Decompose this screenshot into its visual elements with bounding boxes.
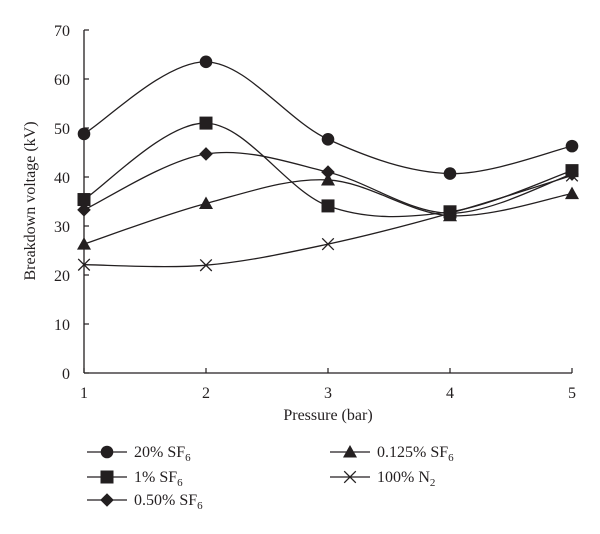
legend-label: 20% SF6 [134, 444, 191, 464]
data-point-diamond [199, 147, 213, 161]
legend-label: 100% N2 [377, 469, 435, 489]
data-point-circle [443, 167, 457, 180]
legend-label-text: 0.50% SF [134, 492, 197, 509]
legend-label: 0.50% SF6 [134, 492, 203, 512]
legend-label-text: 100% N [377, 469, 430, 486]
legend-label: 1% SF6 [134, 469, 183, 489]
series-line-circle [83, 61, 573, 175]
y-tick-label: 10 [54, 317, 70, 334]
data-point-triangle [443, 208, 457, 222]
legend-item: 0.125% SF6 [330, 444, 454, 464]
legend-item: 20% SF6 [87, 444, 191, 464]
y-tick-label: 20 [54, 268, 70, 285]
y-tick-label: 0 [62, 366, 70, 383]
data-point-cross [565, 169, 579, 182]
x-axis-label: Pressure (bar) [283, 407, 372, 424]
legend-label-text: 20% SF [134, 444, 185, 461]
legend-marker-diamond [100, 493, 114, 507]
legend-label-text: 1% SF [134, 469, 177, 486]
legend-label-subscript: 6 [177, 477, 183, 489]
legend-label-subscript: 6 [448, 452, 454, 464]
data-point-circle [77, 127, 91, 141]
legend-label-subscript: 2 [430, 477, 436, 489]
data-point-triangle [321, 172, 335, 186]
data-point-cross [77, 258, 91, 271]
legend-label: 0.125% SF6 [377, 444, 454, 464]
x-tick-label: 2 [202, 385, 210, 402]
x-tick-label: 4 [446, 385, 454, 402]
series-markers [77, 55, 579, 272]
data-point-circle [565, 139, 579, 153]
data-point-square [321, 199, 335, 213]
legend-label-text: 0.125% SF [377, 444, 448, 461]
legend-label-subscript: 6 [197, 500, 203, 512]
x-tick-label: 5 [568, 385, 576, 402]
x-tick-label: 3 [324, 385, 332, 402]
data-point-diamond [565, 167, 579, 181]
data-point-cross [443, 207, 457, 220]
x-ticks: 1 2 3 4 5 [80, 368, 576, 402]
data-point-square [77, 193, 91, 207]
legend-marker-cross [343, 470, 357, 484]
y-tick-label: 40 [54, 170, 70, 187]
data-point-circle [199, 55, 213, 69]
legend-marker-square [100, 470, 114, 484]
legend-marker-triangle [343, 445, 357, 458]
y-ticks: 0 10 20 30 40 50 60 70 [54, 23, 89, 383]
legend-marker-circle [100, 445, 114, 459]
data-point-diamond [321, 165, 335, 179]
x-tick-label: 1 [80, 385, 88, 402]
data-point-square [199, 116, 213, 130]
data-point-cross [321, 237, 335, 251]
series-line-cross [83, 174, 573, 268]
series-lines [83, 61, 573, 268]
legend-label-subscript: 6 [185, 452, 191, 464]
data-point-diamond [77, 203, 91, 217]
data-point-circle [321, 132, 335, 146]
y-tick-label: 60 [54, 72, 70, 89]
legend-item: 1% SF6 [87, 469, 183, 489]
data-point-triangle [565, 186, 579, 200]
data-point-triangle [199, 196, 213, 209]
y-tick-label: 30 [54, 219, 70, 236]
legend-item: 100% N2 [330, 469, 435, 489]
y-tick-label: 50 [54, 121, 70, 138]
y-axis-label: Breakdown voltage (kV) [22, 121, 39, 280]
data-point-cross [199, 258, 213, 272]
data-point-triangle [77, 237, 91, 250]
y-tick-label: 70 [54, 23, 70, 40]
legend-item: 0.50% SF6 [87, 492, 203, 512]
